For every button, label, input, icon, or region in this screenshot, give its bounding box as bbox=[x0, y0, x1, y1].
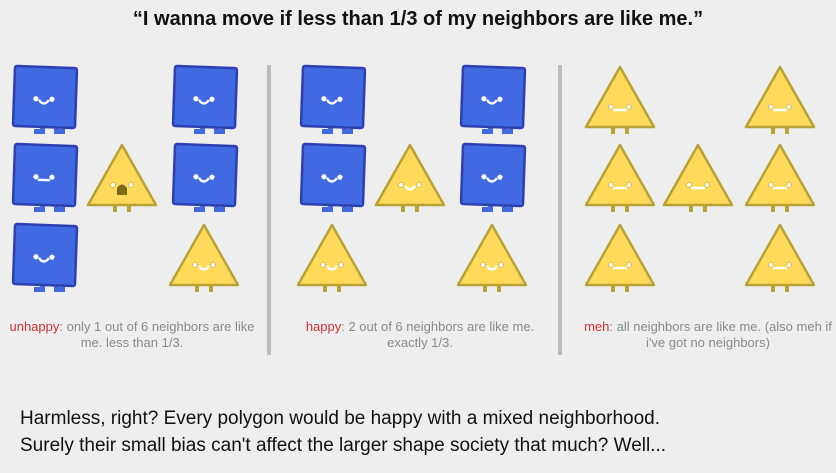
triangle-meh-icon[interactable] bbox=[740, 139, 820, 219]
square-smile-icon[interactable] bbox=[292, 139, 372, 219]
square-smile-icon[interactable] bbox=[164, 139, 244, 219]
triangle-smile-icon[interactable] bbox=[452, 219, 532, 299]
triangle-meh-icon[interactable] bbox=[740, 219, 820, 299]
square-smile-icon[interactable] bbox=[4, 219, 84, 299]
triangle-meh-icon[interactable] bbox=[580, 61, 660, 141]
panel-meh: meh: all neighbors are like me. (also me… bbox=[578, 55, 836, 355]
triangle-meh-icon[interactable] bbox=[658, 139, 738, 219]
panel-happy: happy: 2 out of 6 neighbors are like me.… bbox=[290, 55, 550, 355]
triangle-smile-icon[interactable] bbox=[292, 219, 372, 299]
panel-caption: happy: 2 out of 6 neighbors are like me.… bbox=[290, 319, 550, 351]
panel-unhappy: unhappy: only 1 out of 6 neighbors are l… bbox=[2, 55, 262, 355]
mood-label: meh bbox=[584, 319, 610, 334]
panel-caption: meh: all neighbors are like me. (also me… bbox=[578, 319, 836, 351]
explanation-line: Surely their small bias can't affect the… bbox=[20, 435, 667, 456]
mood-label: unhappy bbox=[9, 319, 60, 334]
triangle-meh-icon[interactable] bbox=[580, 219, 660, 299]
explanation-line: Harmless, right? Every polygon would be … bbox=[20, 408, 661, 429]
square-smile-icon[interactable] bbox=[292, 61, 372, 141]
square-smile-icon[interactable] bbox=[452, 139, 532, 219]
triangle-smile-icon[interactable] bbox=[164, 219, 244, 299]
square-smile-icon[interactable] bbox=[164, 61, 244, 141]
square-smile-icon[interactable] bbox=[452, 61, 532, 141]
panel-divider bbox=[558, 65, 562, 355]
caption-text: : all neighbors are like me. (also meh i… bbox=[609, 319, 832, 350]
square-smile-icon[interactable] bbox=[4, 61, 84, 141]
page-title: “I wanna move if less than 1/3 of my nei… bbox=[132, 8, 704, 30]
panel-divider bbox=[267, 65, 271, 355]
mood-label: happy bbox=[305, 319, 342, 334]
square-meh-icon[interactable] bbox=[4, 139, 84, 219]
triangle-smile-icon[interactable] bbox=[370, 139, 450, 219]
triangle-meh-icon[interactable] bbox=[580, 139, 660, 219]
triangle-meh-icon[interactable] bbox=[740, 61, 820, 141]
panel-caption: unhappy: only 1 out of 6 neighbors are l… bbox=[2, 319, 262, 351]
caption-text: : only 1 out of 6 neighbors are like me.… bbox=[59, 319, 255, 350]
triangle-sad-icon[interactable] bbox=[82, 139, 162, 219]
caption-text: : 2 out of 6 neighbors are like me. exac… bbox=[341, 319, 535, 350]
explanation-text: Harmless, right? Every polygon would be … bbox=[20, 405, 820, 459]
